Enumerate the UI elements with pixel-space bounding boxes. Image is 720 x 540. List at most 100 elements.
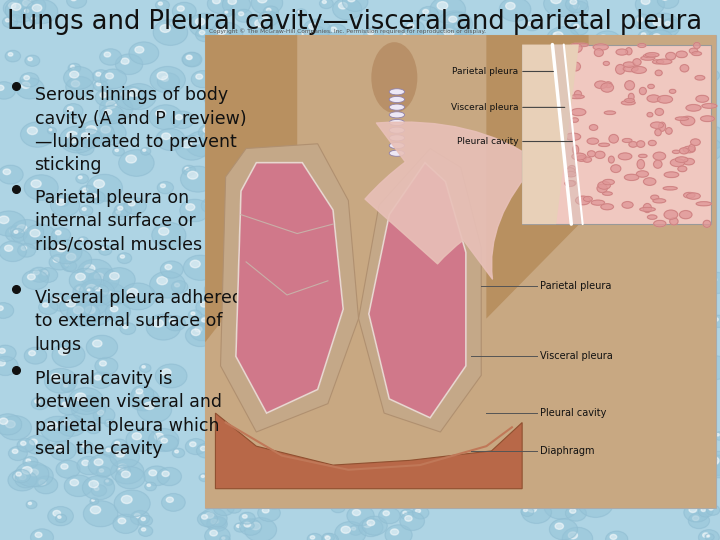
Circle shape (452, 221, 456, 225)
Circle shape (144, 466, 170, 485)
Circle shape (692, 222, 704, 232)
Circle shape (574, 24, 579, 28)
Ellipse shape (644, 178, 656, 185)
Circle shape (84, 265, 95, 272)
Circle shape (186, 204, 195, 211)
Circle shape (692, 215, 698, 219)
Circle shape (500, 238, 536, 264)
Ellipse shape (703, 220, 711, 227)
Circle shape (78, 442, 94, 453)
Circle shape (162, 76, 168, 82)
Circle shape (148, 429, 179, 451)
Circle shape (706, 505, 720, 515)
Circle shape (110, 446, 139, 468)
Circle shape (560, 301, 564, 305)
Circle shape (290, 230, 294, 233)
Circle shape (654, 110, 690, 136)
Circle shape (540, 311, 575, 338)
Circle shape (538, 104, 548, 112)
Circle shape (537, 257, 546, 263)
Circle shape (86, 335, 117, 359)
Circle shape (508, 242, 518, 251)
Circle shape (579, 107, 582, 109)
Circle shape (207, 0, 233, 14)
Circle shape (315, 112, 319, 114)
FancyBboxPatch shape (522, 45, 711, 224)
Circle shape (346, 393, 356, 400)
Circle shape (428, 387, 431, 390)
Circle shape (261, 47, 267, 52)
Circle shape (478, 166, 489, 174)
Circle shape (259, 60, 269, 68)
Circle shape (708, 276, 716, 283)
Polygon shape (205, 35, 297, 342)
Circle shape (604, 251, 614, 259)
Circle shape (456, 210, 480, 227)
Circle shape (22, 0, 31, 6)
Circle shape (8, 470, 37, 491)
Circle shape (177, 6, 184, 11)
Circle shape (539, 248, 573, 274)
Circle shape (129, 388, 159, 411)
Circle shape (0, 345, 16, 361)
Circle shape (78, 237, 88, 245)
Circle shape (66, 136, 86, 151)
Circle shape (201, 475, 204, 477)
Circle shape (419, 381, 423, 384)
Circle shape (333, 404, 336, 407)
Circle shape (609, 291, 613, 294)
Circle shape (486, 305, 517, 328)
Circle shape (217, 27, 226, 35)
Circle shape (230, 352, 258, 373)
Circle shape (0, 303, 14, 318)
Circle shape (685, 282, 690, 286)
Circle shape (258, 351, 264, 355)
Circle shape (487, 418, 495, 424)
Circle shape (468, 362, 480, 372)
Circle shape (364, 28, 383, 42)
Circle shape (106, 101, 116, 109)
Circle shape (518, 225, 543, 244)
Circle shape (680, 424, 686, 430)
Circle shape (24, 9, 29, 12)
Circle shape (451, 138, 461, 145)
Circle shape (234, 389, 247, 399)
Circle shape (349, 286, 353, 288)
Circle shape (637, 317, 647, 324)
Circle shape (336, 372, 343, 377)
Circle shape (378, 314, 382, 316)
Ellipse shape (641, 56, 654, 60)
Circle shape (115, 86, 146, 110)
Circle shape (459, 438, 495, 465)
Circle shape (182, 140, 192, 148)
Circle shape (599, 465, 602, 467)
Circle shape (330, 27, 336, 31)
Circle shape (451, 83, 485, 109)
Circle shape (192, 136, 202, 144)
Circle shape (23, 457, 38, 468)
Circle shape (521, 225, 549, 246)
Circle shape (585, 267, 593, 272)
Circle shape (483, 477, 488, 480)
Circle shape (22, 82, 30, 89)
Circle shape (710, 315, 720, 327)
Circle shape (254, 294, 262, 300)
Circle shape (76, 129, 102, 148)
Circle shape (76, 291, 109, 315)
Circle shape (657, 168, 667, 176)
Circle shape (436, 173, 444, 179)
Circle shape (45, 368, 77, 393)
Circle shape (575, 40, 610, 65)
Circle shape (63, 104, 83, 118)
Circle shape (425, 384, 438, 395)
Circle shape (639, 31, 654, 42)
Circle shape (356, 483, 366, 490)
Circle shape (444, 12, 470, 32)
Circle shape (377, 265, 400, 282)
Circle shape (263, 422, 268, 426)
Circle shape (91, 194, 96, 198)
Circle shape (60, 341, 70, 348)
Circle shape (92, 70, 109, 83)
Circle shape (146, 314, 181, 340)
Circle shape (393, 43, 399, 47)
